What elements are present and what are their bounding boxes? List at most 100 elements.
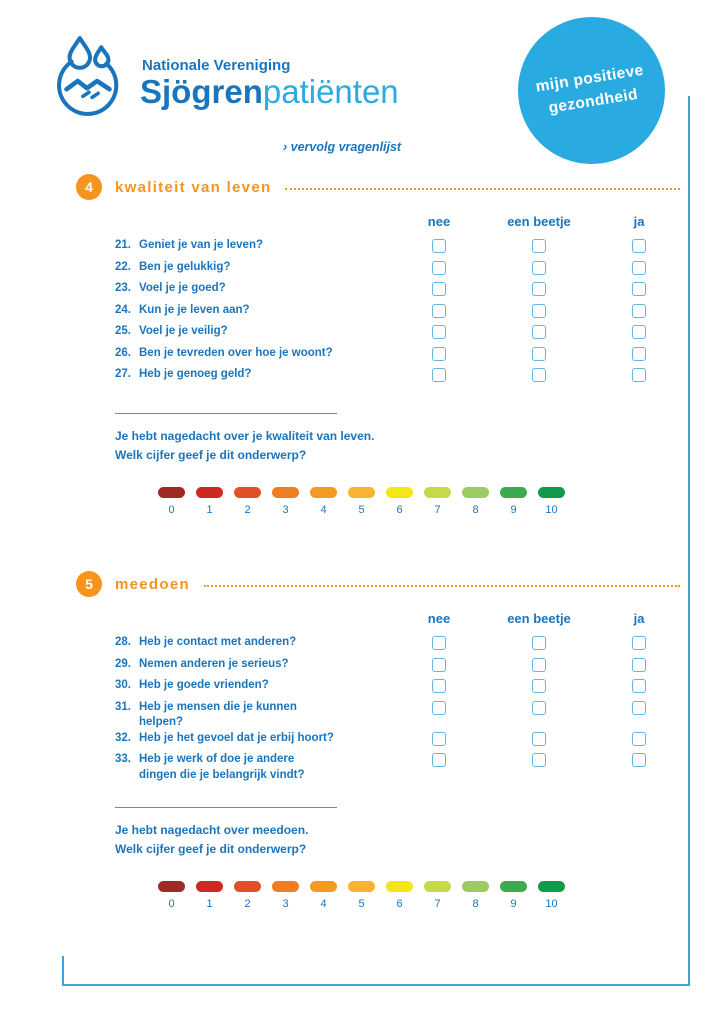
checkbox-nee[interactable]	[432, 657, 446, 672]
checkbox-ja[interactable]	[632, 679, 646, 693]
section-meedoen: 5 meedoen nee een beetje ja 28. Heb je c…	[76, 571, 680, 910]
checkbox-een-beetje[interactable]	[532, 700, 546, 715]
scale-step[interactable]: 9	[500, 486, 527, 516]
checkbox-een-beetje[interactable]	[532, 239, 546, 253]
checkbox-nee[interactable]	[432, 679, 446, 693]
question-number: 24.	[115, 303, 131, 316]
checkbox-nee[interactable]	[432, 282, 446, 296]
column-header-nee: nee	[427, 611, 451, 626]
scale-step[interactable]: 2	[234, 881, 261, 910]
question-number: 21.	[115, 239, 131, 251]
section-number-badge: 4	[76, 174, 102, 200]
scale-step[interactable]: 0	[158, 881, 185, 910]
checkbox-ja[interactable]	[632, 368, 646, 382]
checkbox-nee[interactable]	[432, 260, 446, 275]
checkbox-nee[interactable]	[432, 346, 446, 361]
checkbox-een-beetje[interactable]	[532, 657, 546, 672]
checkbox-nee[interactable]	[432, 368, 446, 382]
question-number: 29.	[115, 657, 131, 670]
scale-step[interactable]: 6	[386, 881, 413, 910]
checkbox-ja[interactable]	[632, 700, 646, 715]
scale-swatch	[196, 486, 223, 498]
scale-step[interactable]: 9	[500, 881, 527, 910]
column-header-een-beetje: een beetje	[507, 611, 571, 626]
checkbox-een-beetje[interactable]	[532, 325, 546, 339]
scale-label: 5	[358, 503, 365, 516]
scale-step[interactable]: 8	[462, 486, 489, 516]
scale-swatch	[158, 486, 185, 498]
checkbox-een-beetje[interactable]	[532, 636, 546, 650]
checkbox-nee[interactable]	[432, 636, 446, 650]
checkbox-ja[interactable]	[632, 239, 646, 253]
answer-columns-header: nee een beetje ja	[115, 214, 680, 229]
checkbox-een-beetje[interactable]	[532, 731, 546, 746]
scale-step[interactable]: 0	[158, 486, 185, 516]
scale-step[interactable]: 5	[348, 486, 375, 516]
column-header-ja: ja	[633, 214, 645, 229]
scale-step[interactable]: 3	[272, 881, 299, 910]
scale-step[interactable]: 1	[196, 486, 223, 516]
continuation-note: › vervolg vragenlijst	[283, 140, 402, 154]
scale-label: 7	[434, 503, 441, 516]
scale-step[interactable]: 7	[424, 881, 451, 910]
question-text: Nemen anderen je serieus?	[139, 657, 289, 670]
scale-step[interactable]: 4	[310, 881, 337, 910]
handshake-icon	[64, 78, 112, 92]
scale-step[interactable]: 5	[348, 881, 375, 910]
checkbox-een-beetje[interactable]	[532, 282, 546, 296]
checkbox-nee[interactable]	[432, 731, 446, 746]
scale-step[interactable]: 8	[462, 881, 489, 910]
scale-swatch	[310, 486, 337, 498]
checkbox-een-beetje[interactable]	[532, 368, 546, 382]
question-text: Ben je gelukkig?	[139, 260, 231, 273]
question-row: 32. Heb je het gevoel dat je erbij hoort…	[115, 731, 680, 753]
checkbox-een-beetje[interactable]	[532, 303, 546, 318]
question-row: 21. Geniet je van je leven?	[115, 238, 680, 260]
scale-step[interactable]: 3	[272, 486, 299, 516]
scale-label: 7	[434, 898, 441, 910]
checkbox-nee[interactable]	[432, 753, 446, 767]
scale-step[interactable]: 10	[538, 881, 565, 910]
scale-step[interactable]: 1	[196, 881, 223, 910]
scale-step[interactable]: 10	[538, 486, 565, 516]
question-row: 27. Heb je genoeg geld?	[115, 367, 680, 389]
checkbox-ja[interactable]	[632, 282, 646, 296]
scale-step[interactable]: 2	[234, 486, 261, 516]
checkbox-ja[interactable]	[632, 731, 646, 746]
checkbox-ja[interactable]	[632, 260, 646, 275]
checkbox-ja[interactable]	[632, 753, 646, 767]
scale-swatch	[538, 486, 565, 498]
checkbox-een-beetje[interactable]	[532, 346, 546, 361]
checkbox-ja[interactable]	[632, 657, 646, 672]
question-number: 25.	[115, 325, 131, 337]
scale-swatch	[158, 881, 185, 892]
brand-name-light: patiënten	[262, 73, 399, 110]
checkbox-een-beetje[interactable]	[532, 260, 546, 275]
scale-step[interactable]: 4	[310, 486, 337, 516]
checkbox-nee[interactable]	[432, 325, 446, 339]
org-name: Nationale Vereniging	[142, 57, 291, 74]
checkbox-nee[interactable]	[432, 239, 446, 253]
scale-label: 6	[396, 898, 403, 910]
question-text: Heb je het gevoel dat je erbij hoort?	[139, 731, 334, 744]
scale-step[interactable]: 7	[424, 486, 451, 516]
checkbox-ja[interactable]	[632, 636, 646, 650]
sjogren-logo	[57, 36, 119, 116]
checkbox-nee[interactable]	[432, 303, 446, 318]
checkbox-een-beetje[interactable]	[532, 679, 546, 693]
checkbox-ja[interactable]	[632, 325, 646, 339]
checkbox-ja[interactable]	[632, 346, 646, 361]
question-row: 30. Heb je goede vrienden?	[115, 678, 680, 700]
scale-step[interactable]: 6	[386, 486, 413, 516]
checkbox-ja[interactable]	[632, 303, 646, 318]
scale-label: 3	[282, 503, 289, 516]
checkbox-een-beetje[interactable]	[532, 753, 546, 767]
section-title: kwaliteit van leven	[115, 178, 272, 196]
circle-outline	[57, 59, 119, 116]
scale-label: 4	[320, 503, 327, 516]
checkbox-nee[interactable]	[432, 700, 446, 715]
question-text: Kun je je leven aan?	[139, 303, 250, 316]
positive-health-badge: mijn positieve gezondheid	[518, 17, 665, 164]
scale-swatch	[196, 881, 223, 892]
section-divider-line	[115, 807, 337, 808]
